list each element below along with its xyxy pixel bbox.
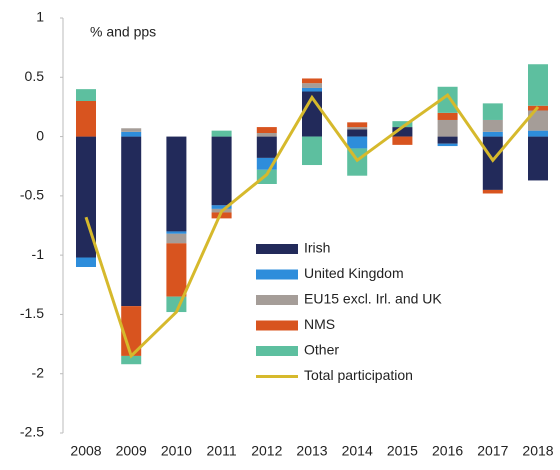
bar-segment	[347, 129, 368, 137]
legend-swatch	[256, 346, 298, 356]
legend-label: Total participation	[304, 367, 413, 383]
bar-segment	[302, 136, 322, 166]
legend-label: Irish	[304, 240, 330, 256]
bar-segment	[166, 233, 187, 244]
bar-segment	[166, 136, 187, 232]
x-tick-label: 2009	[116, 443, 147, 459]
bar-segment	[528, 130, 548, 137]
bar-segment	[482, 136, 503, 190]
bar-segment	[121, 355, 142, 365]
bar-segment	[437, 112, 458, 120]
legend-label: United Kingdom	[304, 265, 404, 281]
bar-segment	[211, 130, 232, 137]
annotation: % and pps	[90, 24, 156, 40]
bar-segment	[302, 78, 322, 84]
x-tick-label: 2013	[296, 443, 327, 459]
x-tick-label: 2014	[342, 443, 373, 459]
bar-segment	[347, 127, 368, 130]
bar-segment	[76, 136, 96, 258]
bar-segment	[256, 157, 277, 170]
bar-segment	[528, 64, 548, 106]
y-tick-label: -1	[32, 246, 45, 262]
bar-segment	[121, 131, 142, 137]
bar-segment	[76, 257, 96, 267]
legend-label: Other	[304, 342, 339, 358]
y-tick-label: -0.5	[20, 187, 44, 203]
y-tick-label: -2.5	[20, 424, 44, 440]
bar-segment	[437, 136, 458, 144]
x-tick-label: 2011	[207, 443, 237, 459]
total-line	[84, 92, 540, 359]
bar-segment	[392, 136, 413, 145]
y-tick-label: -1.5	[20, 305, 44, 321]
x-tick-label: 2010	[161, 443, 192, 459]
bar-segment	[482, 131, 503, 137]
bar-segment	[211, 136, 232, 206]
legend-label: NMS	[304, 316, 335, 332]
bar-segment	[211, 212, 232, 219]
bar-segment	[121, 128, 142, 132]
bar-segment	[256, 136, 277, 158]
legend-swatch	[256, 320, 298, 331]
bar-segment	[437, 86, 458, 113]
x-tick-label: 2015	[387, 443, 418, 459]
y-tick-label: -2	[32, 364, 45, 380]
x-tick-label: 2008	[70, 443, 101, 459]
y-tick-label: 0	[36, 127, 44, 143]
x-tick-label: 2012	[251, 443, 282, 459]
legend-label: EU15 excl. Irl. and UK	[304, 291, 442, 307]
bar-segment	[392, 127, 413, 137]
bar-segment	[76, 89, 96, 101]
x-tick-label: 2016	[432, 443, 463, 459]
bar-segment	[76, 101, 96, 137]
bar-segment	[302, 87, 322, 92]
bar-segment	[121, 136, 142, 307]
bar-segment	[302, 83, 322, 88]
bar-segment	[211, 205, 232, 209]
bar-segment	[392, 121, 413, 128]
bar-segment	[528, 110, 548, 131]
y-tick-label: 1	[36, 9, 44, 25]
bar-segment	[482, 189, 503, 194]
x-tick-label: 2017	[477, 443, 508, 459]
y-tick-label: 0.5	[25, 68, 45, 84]
bar-segment	[482, 103, 503, 120]
legend-swatch	[256, 244, 298, 254]
bar-segment	[166, 231, 187, 234]
bar-segment	[256, 127, 277, 134]
bar-segment	[482, 119, 503, 132]
x-tick-label: 2018	[522, 443, 553, 459]
bar-segment	[166, 243, 187, 297]
legend-swatch	[256, 295, 298, 305]
legend-swatch	[256, 269, 298, 280]
bar-segment	[347, 136, 368, 149]
bar-segment	[347, 122, 368, 128]
bar-segment	[437, 143, 458, 147]
bar-segment	[256, 133, 277, 137]
bar-segment	[437, 119, 458, 137]
bar-segment	[528, 136, 548, 181]
